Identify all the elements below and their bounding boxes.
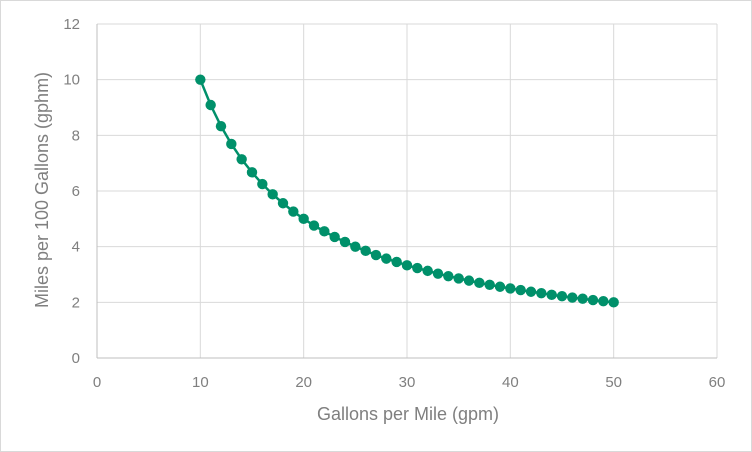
data-point [391,256,402,268]
data-point [236,154,247,165]
data-point [267,189,278,200]
data-point [546,289,557,301]
x-tick-label: 50 [605,374,622,391]
data-point [608,297,619,308]
data-point [370,249,382,261]
y-tick-label: 0 [72,350,80,367]
data-point [463,275,475,286]
data-point [536,287,547,299]
data-point [432,268,444,279]
data-point [515,284,526,296]
data-point [360,245,371,257]
data-point [484,279,495,290]
y-tick-label: 12 [63,16,80,33]
y-tick-label: 2 [72,294,80,311]
data-point [598,296,609,307]
data-point [205,99,216,111]
data-point [298,213,309,225]
x-tick-label: 30 [399,374,416,391]
data-point [308,220,320,231]
data-point [288,206,299,217]
x-tick-label: 40 [502,374,519,391]
data-point [350,241,361,252]
data-point [401,260,413,271]
data-point [453,273,464,284]
data-point [246,167,258,178]
y-tick-labels: 0 2 4 6 8 10 12 [63,16,80,367]
data-point [474,277,485,289]
y-axis-title: Miles per 100 Gallons (gphm) [32,72,52,308]
y-tick-label: 4 [72,239,80,256]
data-point [215,120,227,132]
x-tick-label: 0 [93,374,101,391]
data-point [329,231,340,243]
data-point [319,226,330,237]
data-point [412,262,423,274]
gridlines [97,23,718,358]
data-point [567,292,578,303]
y-tick-label: 6 [72,183,80,200]
x-axis-title: Gallons per Mile (gpm) [317,404,499,424]
axes [96,24,717,359]
data-point [195,74,206,85]
data-point [494,281,506,292]
data-point [505,283,516,294]
data-point [339,236,351,248]
data-point [525,286,537,297]
x-tick-label: 60 [709,374,726,391]
data-point [577,293,588,304]
data-point [443,270,454,282]
x-tick-label: 10 [192,374,209,391]
data-point [257,178,268,190]
data-point [381,253,392,264]
y-tick-label: 8 [72,127,80,144]
data-point [226,138,237,150]
data-point [587,294,599,306]
y-tick-label: 10 [63,72,80,89]
x-tick-label: 20 [295,374,312,391]
data-point [277,198,289,209]
data-point [556,291,568,302]
x-tick-labels: 0 10 20 30 40 50 60 [93,374,726,391]
data-point [422,265,433,277]
series-group [195,74,619,308]
